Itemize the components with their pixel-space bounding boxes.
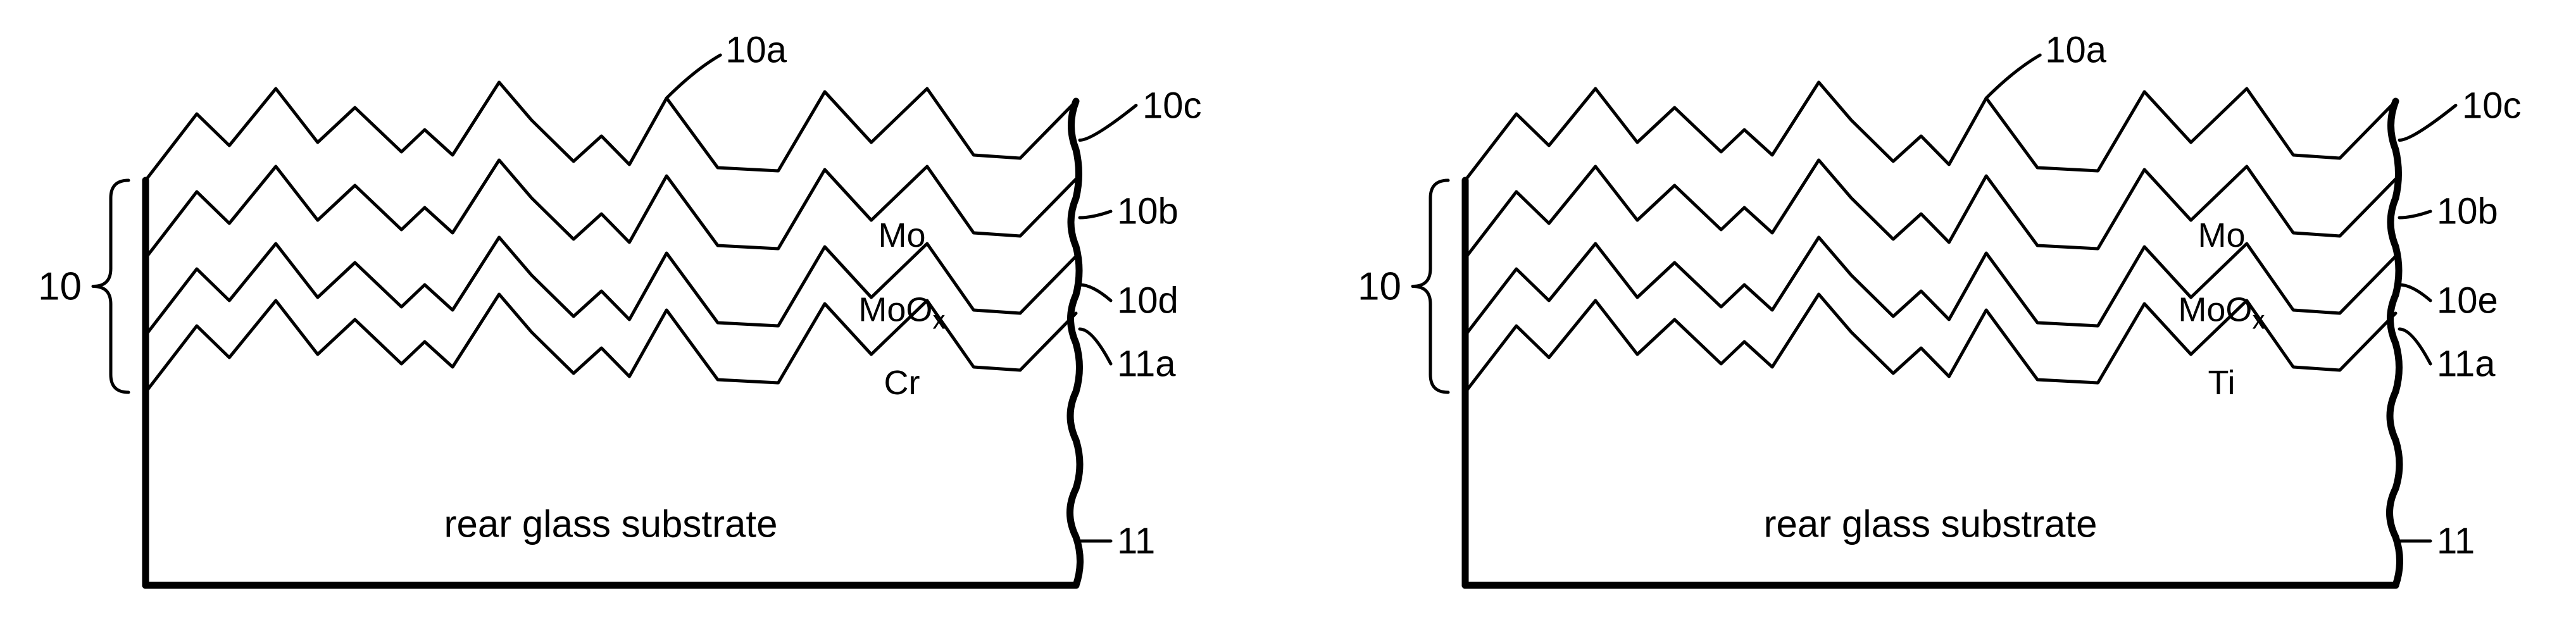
layer-label-moox: MoOx [2178, 290, 2265, 335]
callout-10c: 10c [2462, 84, 2522, 127]
layer-label-barrier: Ti [2208, 363, 2235, 402]
callout-11: 11 [1117, 520, 1155, 563]
callout-11a: 11a [2437, 343, 2495, 385]
brace-label-10: 10 [1358, 264, 1401, 309]
callout-10a: 10a [725, 29, 787, 72]
layer-label-mo: Mo [2198, 216, 2245, 255]
layer-label-mo: Mo [878, 216, 925, 255]
substrate-label: rear glass substrate [444, 502, 778, 545]
substrate-label: rear glass substrate [1764, 502, 2098, 545]
callout-10b: 10b [2437, 190, 2498, 233]
figure-canvas: Mo MoOx Cr rear glass substrate 10a 10c 10b 10d… [0, 0, 2576, 641]
callout-10a: 10a [2045, 29, 2106, 72]
callout-11a: 11a [1117, 343, 1175, 385]
callout-10de: 10d [1117, 280, 1179, 322]
callout-10de: 10e [2437, 280, 2498, 322]
layer-label-moox: MoOx [858, 290, 945, 335]
brace-label-10: 10 [38, 264, 82, 309]
callout-11: 11 [2437, 520, 2475, 563]
callout-10c: 10c [1142, 84, 1202, 127]
callout-10b: 10b [1117, 190, 1179, 233]
layer-label-barrier: Cr [884, 363, 920, 402]
